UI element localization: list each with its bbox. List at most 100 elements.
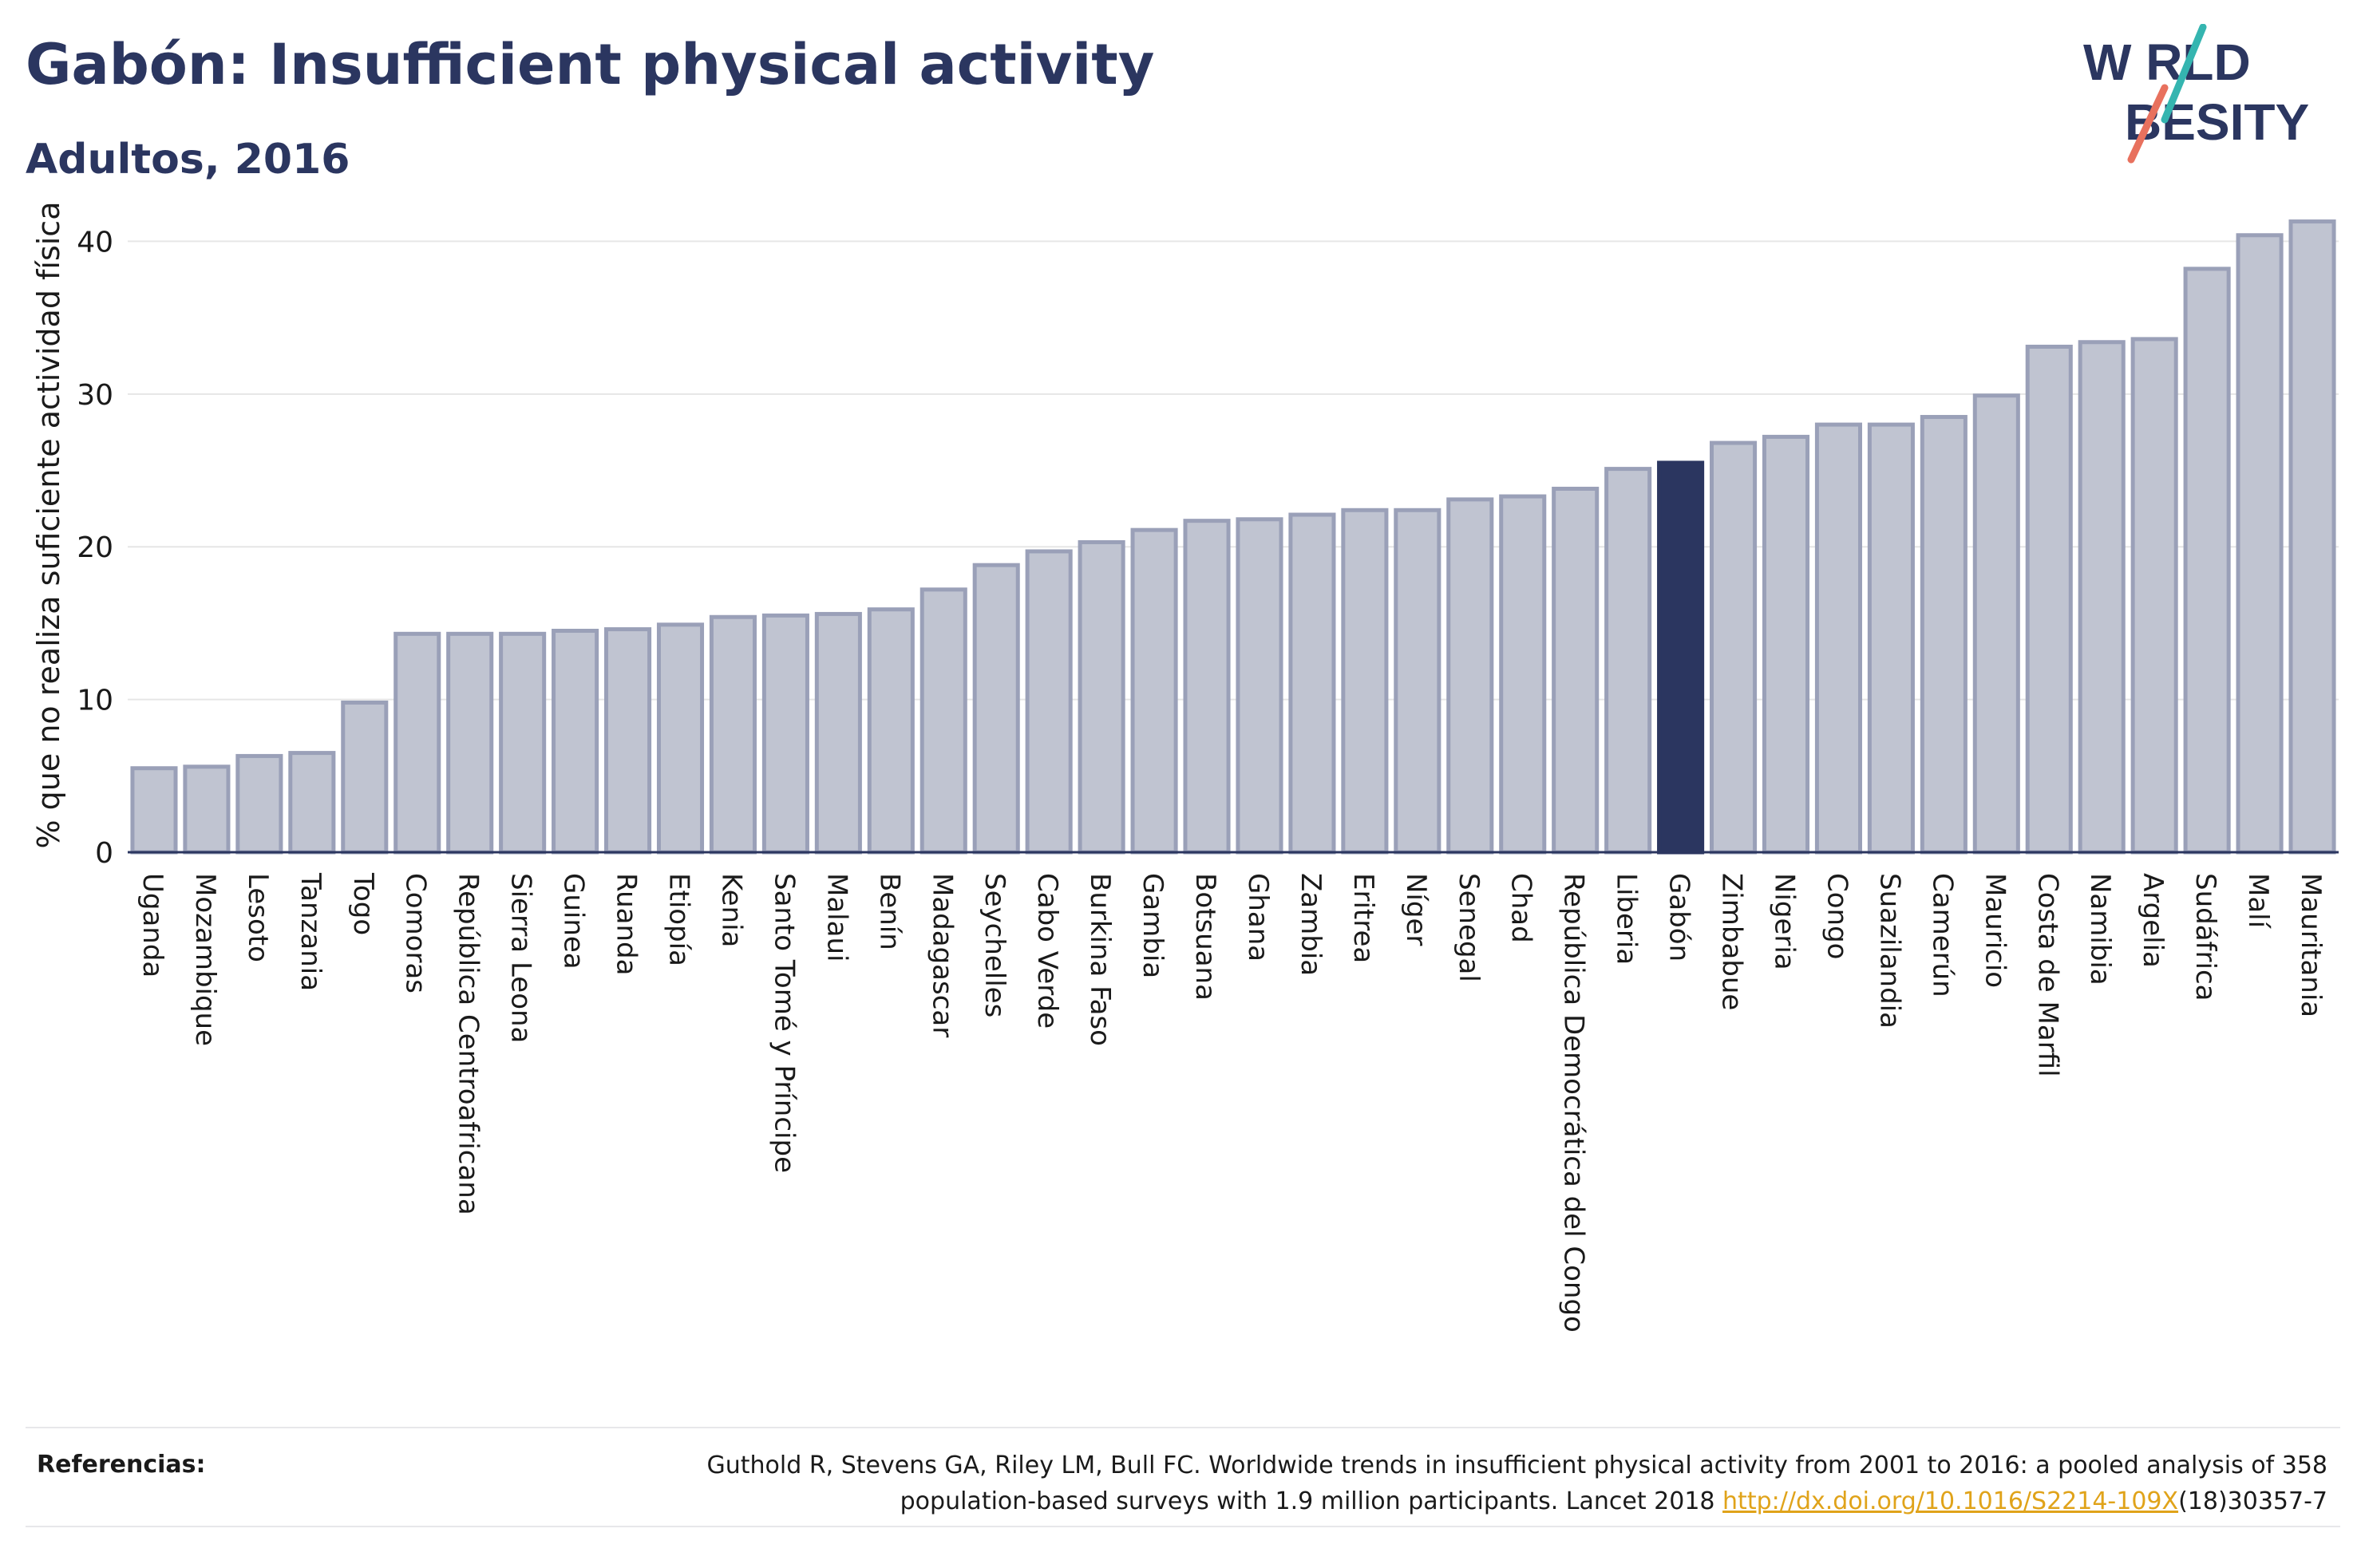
- y-tick-label: 30: [77, 379, 113, 412]
- bar: [341, 700, 389, 855]
- bar: [2288, 219, 2336, 855]
- x-tick-label: Mauricio: [1979, 873, 2011, 988]
- bar: [552, 628, 599, 855]
- x-tick-label: República Centroafricana: [453, 873, 484, 1215]
- bar: [130, 766, 178, 855]
- logo-slash-bottom: [2127, 84, 2169, 164]
- bar: [1710, 440, 1758, 855]
- references-label: Referencias:: [37, 1451, 206, 1479]
- bar: [394, 631, 441, 855]
- references-line1: Guthold R, Stevens GA, Riley LM, Bull FC…: [706, 1451, 2327, 1479]
- bar: [814, 611, 862, 855]
- chart-subtitle: Adultos, 2016: [26, 136, 350, 184]
- x-tick-label: Namibia: [2084, 873, 2116, 985]
- bar: [2025, 344, 2073, 855]
- x-tick-label: Benín: [873, 873, 905, 950]
- x-tick-label: Tanzania: [295, 872, 326, 991]
- bar: [1341, 508, 1389, 855]
- bar: [235, 753, 283, 855]
- x-tick-label: Congo: [1821, 873, 1853, 959]
- bar-layer: [128, 219, 2339, 855]
- references-text: Guthold R, Stevens GA, Riley LM, Bull FC…: [412, 1448, 2327, 1519]
- x-tick-label: Gabón: [1663, 873, 1695, 962]
- bar: [2130, 337, 2178, 855]
- bar: [1604, 467, 1652, 855]
- x-tick-label: Guinea: [558, 873, 590, 970]
- chart-title: Gabón: Insufficient physical activity: [26, 32, 1155, 97]
- x-tick-label: Comoras: [400, 873, 432, 993]
- y-tick-label: 40: [77, 226, 113, 259]
- x-tick-label: Senegal: [1453, 873, 1485, 982]
- bar: [1078, 539, 1125, 855]
- x-tick-label: Zimbabue: [1716, 873, 1748, 1010]
- bar: [1867, 422, 1915, 855]
- bar: [867, 607, 915, 855]
- bar: [1025, 549, 1073, 855]
- bar: [919, 587, 967, 855]
- x-tick-label: Suazilandia: [1873, 873, 1905, 1029]
- bar: [656, 622, 705, 855]
- world-obesity-logo: W RLD BESITY: [2083, 24, 2309, 164]
- x-tick-label: Sudáfrica: [2189, 873, 2221, 1001]
- x-tick-labels: Uganda Mozambique Lesoto Tanzania Togo Comora…: [136, 872, 2327, 1333]
- x-tick-label: Seychelles: [979, 873, 1010, 1017]
- x-tick-label: Ghana: [1242, 873, 1274, 962]
- bar: [446, 631, 494, 855]
- bar: [2078, 340, 2126, 855]
- bar-chart: 0 10 20 30 40 Uganda Mozambique Lesoto Tanzania…: [31, 202, 2339, 1333]
- x-tick-label: Costa de Marfil: [2031, 873, 2063, 1077]
- x-tick-label: Zambia: [1295, 873, 1327, 976]
- x-tick-label: Gambia: [1137, 873, 1169, 978]
- references-line2-before: population-based surveys with 1.9 millio…: [900, 1487, 1723, 1515]
- references-line2: population-based surveys with 1.9 millio…: [412, 1483, 2327, 1519]
- bar: [499, 631, 547, 855]
- bar: [288, 751, 336, 855]
- x-tick-label: Níger: [1400, 873, 1432, 946]
- bar: [1394, 508, 1442, 855]
- logo-line1: W RLD: [2083, 34, 2251, 91]
- x-tick-label: Mauritania: [2295, 873, 2327, 1017]
- references-doi-link[interactable]: http://dx.doi.org/10.1016/S2214-109X: [1722, 1487, 2179, 1515]
- bar: [1499, 494, 1547, 855]
- x-tick-label: República Democrática del Congo: [1558, 873, 1590, 1333]
- bar: [1762, 434, 1810, 855]
- bar: [972, 563, 1020, 855]
- x-tick-label: Uganda: [136, 873, 168, 978]
- bar: [1552, 486, 1600, 855]
- y-tick-label: 10: [77, 685, 113, 717]
- bar: [2236, 233, 2284, 855]
- x-tick-label: Nigeria: [1769, 873, 1801, 970]
- x-tick-label: Madagascar: [926, 873, 958, 1037]
- bar: [709, 614, 757, 855]
- x-tick-label: Lesoto: [242, 873, 274, 962]
- y-tick-label: 0: [95, 837, 113, 870]
- x-tick-label: Ruanda: [611, 873, 643, 975]
- bar: [1288, 512, 1336, 855]
- bar-highlight: [1657, 460, 1705, 855]
- bar: [604, 627, 652, 855]
- bar: [2183, 267, 2231, 855]
- x-tick-label: Chad: [1505, 873, 1537, 943]
- x-tick-label: Burkina Faso: [1084, 873, 1116, 1046]
- x-tick-label: Malí: [2242, 873, 2274, 930]
- x-tick-label: Eritrea: [1347, 873, 1379, 963]
- references-line2-after: (18)30357-7: [2178, 1487, 2327, 1515]
- bar: [1814, 422, 1862, 855]
- x-tick-label: Liberia: [1611, 873, 1643, 965]
- bar: [183, 764, 231, 855]
- x-tick-label: Etiopía: [663, 873, 695, 966]
- x-tick-label: Sierra Leona: [505, 873, 537, 1043]
- bar: [1446, 497, 1494, 855]
- x-tick-label: Botsuana: [1189, 873, 1221, 1001]
- references-bottom-divider: [26, 1526, 2340, 1527]
- x-tick-label: Camerún: [1926, 873, 1958, 997]
- x-tick-label: Kenia: [715, 873, 747, 947]
- bar: [1972, 393, 2020, 855]
- x-tick-label: Argelia: [2137, 873, 2169, 968]
- y-axis-label: % que no realiza suficiente actividad fí…: [31, 202, 66, 849]
- logo-slash-top: [2161, 24, 2207, 124]
- x-tick-label: Santo Tomé y Príncipe: [768, 873, 800, 1173]
- y-tick-label: 20: [77, 531, 113, 564]
- bar: [1236, 517, 1283, 855]
- bar: [1920, 415, 1968, 855]
